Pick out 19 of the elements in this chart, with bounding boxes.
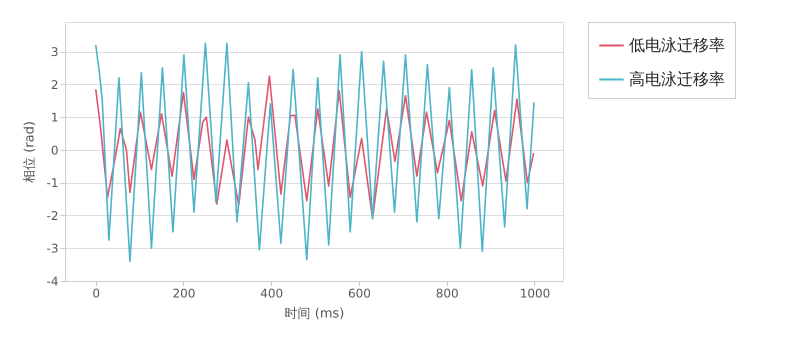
y-axis-title: 相位 (rad): [22, 121, 38, 183]
y-tick-label: -1: [46, 176, 58, 190]
x-tick-label: 600: [348, 286, 371, 300]
y-tick-label: 1: [50, 110, 58, 125]
legend-label: 低电泳迁移率: [629, 36, 725, 54]
line-series: [94, 42, 535, 262]
y-tick-label: 3: [50, 45, 58, 60]
y-tick-label: -4: [46, 274, 58, 288]
y-tick-label: 0: [50, 143, 58, 158]
x-tick-label: 200: [172, 286, 196, 300]
x-tick-label: 400: [260, 286, 284, 300]
x-tick-label: 0: [92, 286, 100, 300]
y-tick-label: -2: [46, 208, 58, 223]
x-axis-title: 时间 (ms): [284, 306, 344, 322]
x-tick-label: 1000: [520, 286, 550, 300]
legend-label: 高电泳迁移率: [629, 70, 725, 88]
y-tick-label: -3: [46, 242, 58, 256]
y-tick-label: 2: [50, 78, 58, 92]
x-tick-label: 800: [436, 286, 459, 300]
